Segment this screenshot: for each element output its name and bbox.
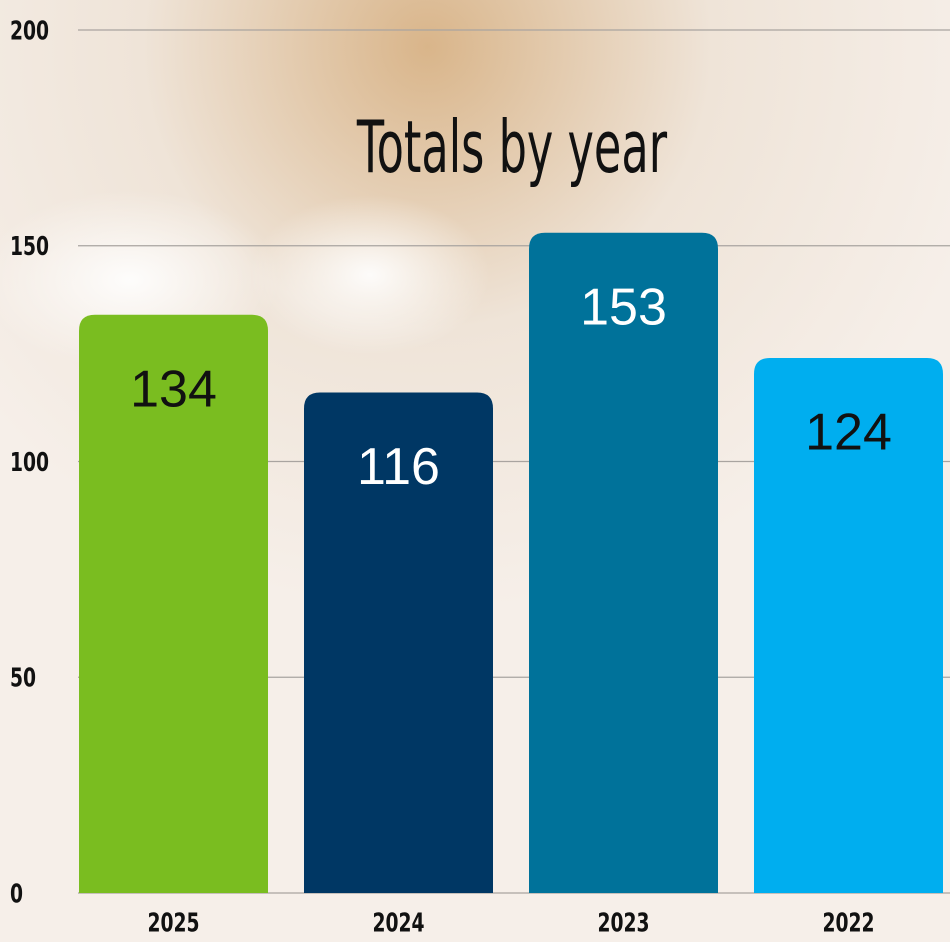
y-tick-label: 100 [10,448,49,478]
value-label: 134 [130,361,217,419]
y-tick-label: 200 [10,17,49,47]
value-label: 124 [805,404,892,462]
y-tick-label: 0 [10,880,23,910]
bar [754,357,943,893]
y-tick-label: 50 [10,664,36,694]
value-label: 116 [357,438,440,496]
bar [304,392,493,893]
x-tick-label: 2022 [822,909,874,939]
value-label: 153 [580,279,667,337]
x-tick-label: 2023 [597,909,649,939]
chart-title: Totals by year [356,106,667,190]
bar [529,232,718,893]
background-glow [250,195,490,355]
bar [79,314,268,893]
y-tick-label: 150 [10,232,49,262]
x-tick-label: 2025 [147,909,199,939]
x-tick-label: 2024 [372,909,424,939]
